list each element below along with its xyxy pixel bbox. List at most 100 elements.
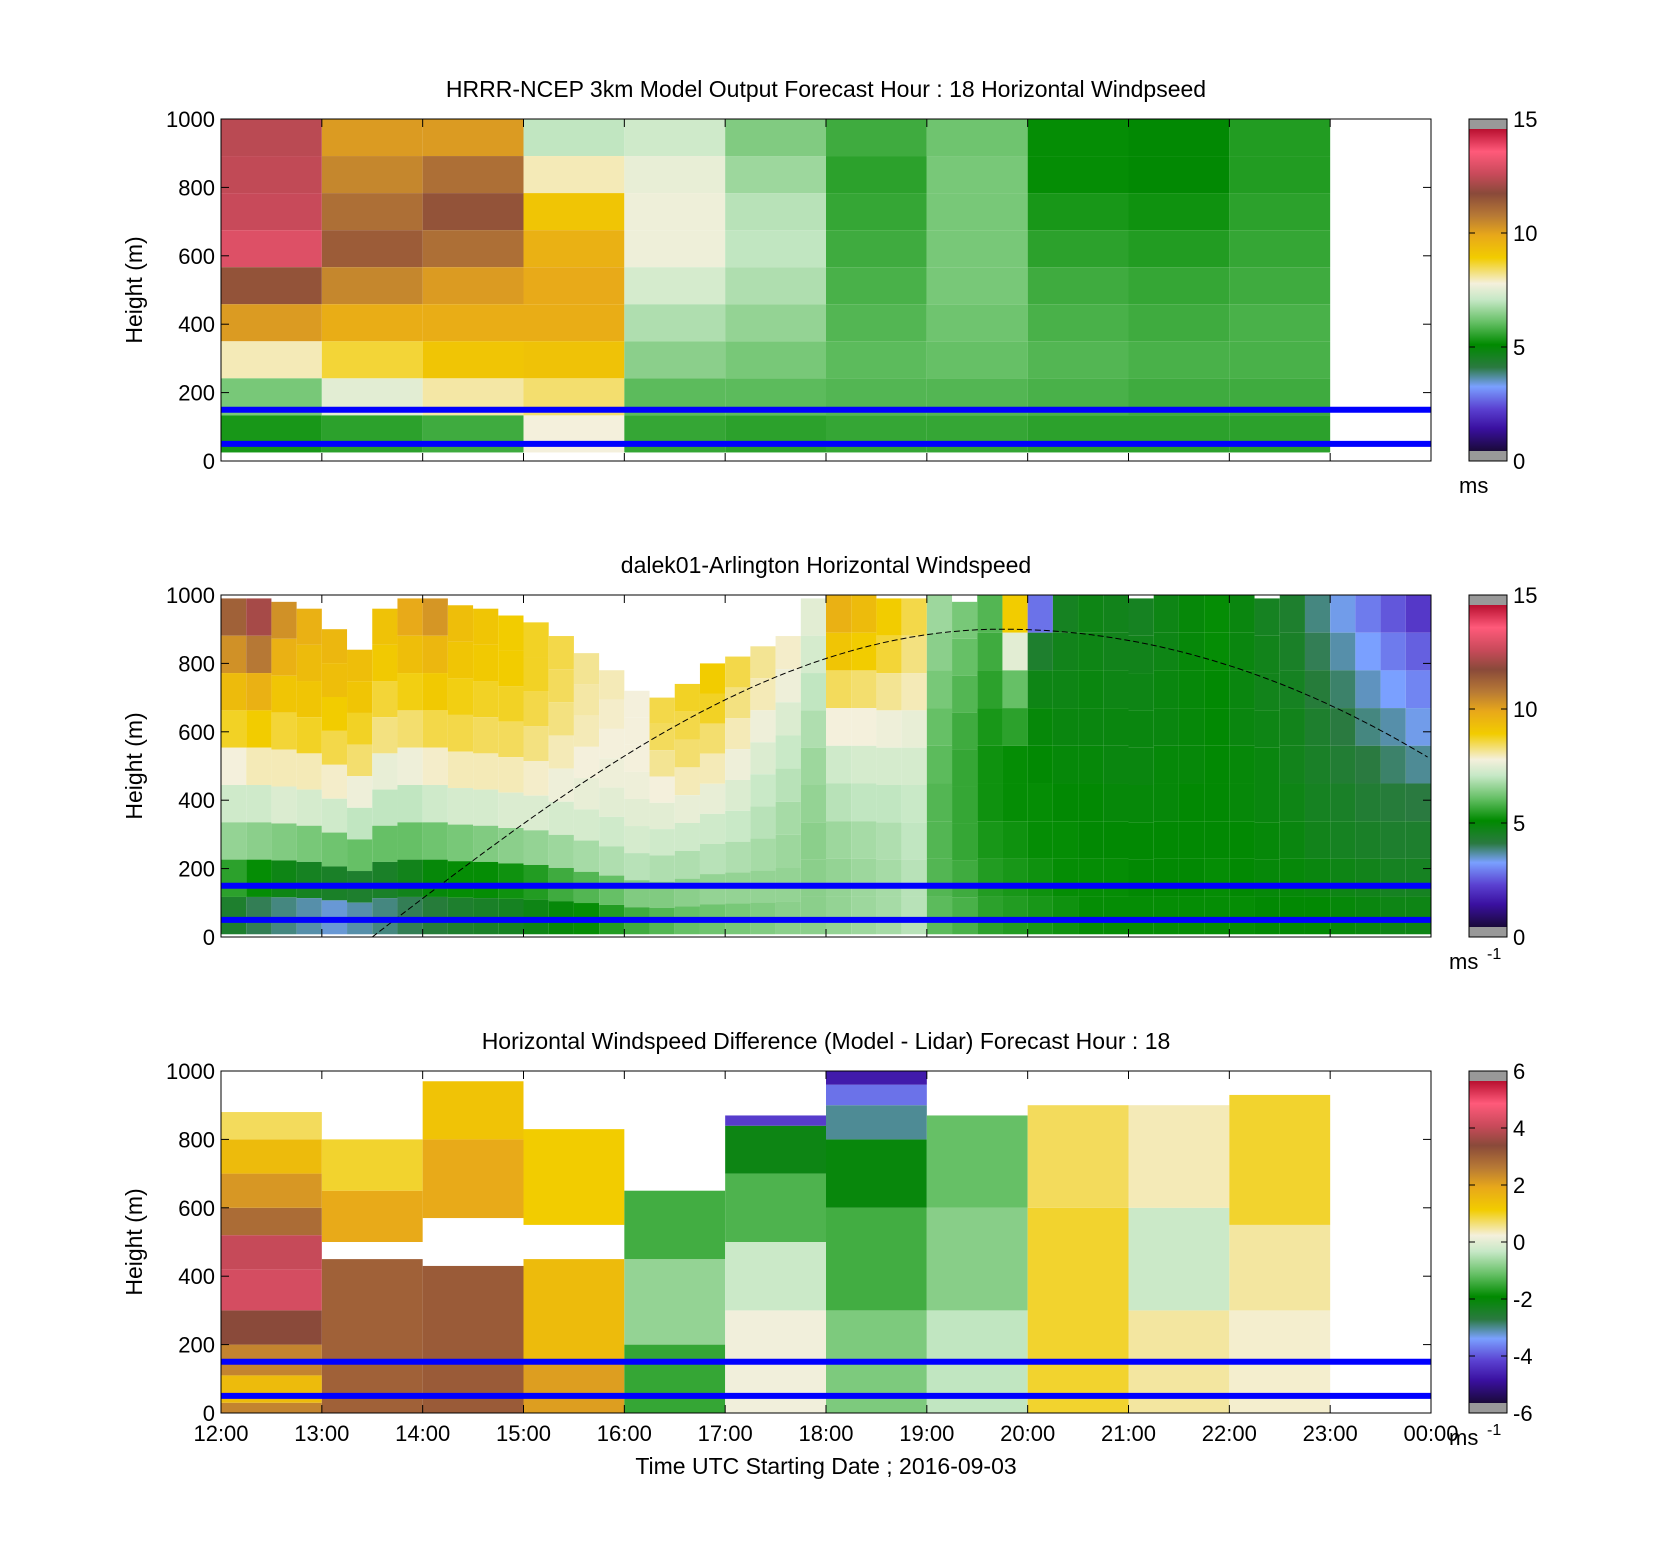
- heatmap-cell: [725, 1173, 826, 1242]
- heatmap-cell: [573, 746, 600, 779]
- heatmap-cell: [725, 749, 751, 780]
- x-tick-label: 19:00: [899, 1421, 954, 1446]
- heatmap-cell: [397, 747, 423, 785]
- heatmap-cell: [1027, 1207, 1129, 1413]
- heatmap-cell: [321, 267, 423, 305]
- heatmap-cell: [901, 822, 927, 860]
- heatmap-cell: [1103, 896, 1129, 935]
- heatmap-cell: [523, 304, 625, 342]
- heatmap-cell: [1128, 673, 1154, 711]
- heatmap-cell: [473, 717, 499, 754]
- heatmap-cell: [422, 635, 448, 674]
- heatmap-cell: [1380, 745, 1406, 784]
- heatmap-cell: [1128, 267, 1230, 305]
- heatmap-cell: [397, 822, 423, 860]
- heatmap-cell: [624, 744, 650, 772]
- heatmap-cell: [347, 744, 373, 777]
- heatmap-cell: [296, 753, 322, 790]
- panel-lidar-title: dalek01-Arlington Horizontal Windspeed: [621, 552, 1031, 578]
- heatmap-cell: [750, 710, 776, 743]
- heatmap-cell: [1229, 745, 1255, 784]
- heatmap-cell: [523, 691, 549, 727]
- heatmap-cell: [447, 641, 474, 679]
- heatmap-cell: [221, 598, 247, 636]
- heatmap-cell: [1330, 745, 1356, 784]
- heatmap-cell: [1380, 595, 1406, 633]
- heatmap-cell: [221, 1235, 322, 1270]
- heatmap-cell: [1229, 1094, 1331, 1225]
- panel-model-ylabel: Height (m): [121, 236, 147, 343]
- heatmap-cell: [498, 898, 524, 935]
- heatmap-cell: [1279, 670, 1305, 709]
- heatmap-cell: [1027, 708, 1053, 746]
- heatmap-cell: [221, 1269, 322, 1311]
- heatmap-cell: [422, 747, 448, 785]
- heatmap-cell: [1279, 595, 1305, 633]
- y-tick-label: 400: [178, 312, 215, 337]
- heatmap-cell: [473, 753, 499, 790]
- heatmap-cell: [1002, 745, 1028, 784]
- heatmap-cell: [1128, 598, 1154, 636]
- heatmap-cell: [321, 1259, 423, 1413]
- heatmap-cell: [851, 670, 877, 709]
- heatmap-cell: [1304, 708, 1331, 746]
- heatmap-cell: [725, 304, 826, 342]
- colorbar-gradient: [1469, 1081, 1507, 1403]
- heatmap-cell: [246, 598, 272, 636]
- heatmap-cell: [1128, 230, 1230, 268]
- heatmap-cell: [599, 699, 625, 729]
- heatmap-cell: [221, 267, 322, 305]
- heatmap-cell: [826, 119, 927, 157]
- heatmap-cell: [1002, 670, 1028, 709]
- heatmap-cell: [422, 673, 448, 711]
- heatmap-cell: [699, 843, 726, 875]
- heatmap-cell: [296, 789, 322, 826]
- heatmap-cell: [1355, 858, 1381, 897]
- y-tick-label: 0: [203, 925, 215, 950]
- heatmap-cell: [422, 193, 524, 231]
- heatmap-cell: [347, 776, 373, 808]
- heatmap-cell: [1178, 745, 1205, 784]
- heatmap-cell: [1405, 858, 1431, 897]
- panel-model-cells: [221, 119, 1331, 453]
- heatmap-cell: [926, 783, 953, 822]
- heatmap-cell: [1027, 267, 1129, 305]
- heatmap-cell: [422, 822, 448, 860]
- heatmap-cell: [1254, 635, 1280, 674]
- heatmap-cell: [1229, 896, 1255, 935]
- heatmap-cell: [1229, 304, 1331, 342]
- x-tick-label: 22:00: [1202, 1421, 1257, 1446]
- heatmap-cell: [1279, 745, 1305, 784]
- heatmap-cell: [725, 810, 751, 842]
- heatmap-cell: [1229, 595, 1255, 633]
- heatmap-cell: [826, 595, 852, 633]
- heatmap-cell: [1128, 896, 1154, 935]
- heatmap-cell: [674, 683, 700, 712]
- heatmap-cell: [1355, 632, 1381, 671]
- y-tick-label: 0: [203, 449, 215, 474]
- heatmap-cell: [599, 728, 625, 759]
- colorbar-unit-superscript: -1: [1487, 1422, 1501, 1439]
- heatmap-cell: [750, 806, 776, 839]
- heatmap-cell: [296, 681, 322, 718]
- panel-lidar: dalek01-Arlington Horizontal Windspeed H…: [121, 552, 1537, 974]
- heatmap-cell: [725, 1125, 826, 1174]
- heatmap-cell: [624, 826, 650, 854]
- heatmap-cell: [447, 861, 474, 898]
- heatmap-cell: [1027, 896, 1053, 935]
- panel-lidar-y-ticks: 0 200 400 600 800 1000: [166, 583, 1431, 950]
- heatmap-cell: [321, 832, 348, 867]
- heatmap-cell: [1052, 783, 1079, 822]
- heatmap-cell: [800, 747, 826, 785]
- heatmap-cell: [473, 898, 499, 935]
- heatmap-cell: [1128, 710, 1154, 748]
- heatmap-cell: [296, 644, 322, 682]
- heatmap-cell: [1279, 783, 1305, 822]
- heatmap-cell: [674, 767, 700, 796]
- heatmap-cell: [926, 267, 1028, 305]
- heatmap-cell: [800, 673, 826, 711]
- heatmap-cell: [901, 747, 927, 785]
- heatmap-cell: [826, 193, 927, 231]
- heatmap-cell: [826, 304, 927, 342]
